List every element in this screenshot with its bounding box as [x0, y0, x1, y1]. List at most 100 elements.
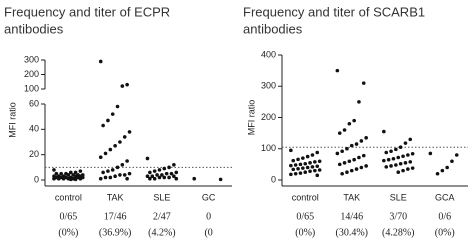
- dot: [313, 168, 317, 173]
- dot: [125, 176, 129, 181]
- dot: [110, 112, 115, 116]
- dot: [113, 174, 117, 178]
- dot: [78, 169, 83, 173]
- dot: [296, 166, 300, 171]
- dot: [167, 165, 171, 170]
- percent-label: (36.9%): [99, 227, 132, 238]
- y-tick-label: 0: [34, 174, 39, 184]
- x-tick-label: TAK: [107, 192, 124, 202]
- dot: [342, 161, 347, 165]
- dot: [384, 165, 389, 169]
- dot: [169, 171, 174, 176]
- dot: [106, 169, 110, 173]
- dot: [68, 170, 73, 175]
- dot: [315, 150, 320, 155]
- dot: [313, 160, 317, 164]
- dot: [310, 153, 315, 157]
- dot: [364, 164, 368, 168]
- dot: [150, 174, 155, 178]
- count-label: 17/46: [104, 211, 127, 222]
- dot: [357, 155, 361, 160]
- dot: [298, 171, 303, 175]
- dot: [394, 147, 398, 152]
- count-label: 0: [206, 211, 211, 222]
- dot: [410, 151, 415, 156]
- dot: [352, 118, 356, 123]
- dot: [52, 168, 56, 172]
- percent-label: (0%): [295, 227, 315, 238]
- dot: [148, 170, 152, 175]
- dot: [301, 166, 305, 170]
- dot: [127, 130, 132, 134]
- dot: [103, 175, 108, 180]
- y-tick-label: 100: [24, 83, 39, 93]
- dot: [172, 174, 176, 178]
- dot: [291, 167, 296, 172]
- dot: [435, 171, 440, 176]
- dot: [152, 169, 157, 173]
- y-tick-label: 300: [24, 54, 39, 64]
- dot: [347, 121, 352, 126]
- dot: [118, 173, 122, 177]
- dot: [384, 150, 389, 155]
- dot: [317, 168, 322, 172]
- dot: [337, 131, 342, 135]
- dot: [428, 151, 433, 156]
- dot: [145, 174, 150, 178]
- dot: [68, 177, 73, 182]
- dot: [289, 172, 293, 177]
- dot: [364, 136, 368, 140]
- count-label: 2/47: [153, 211, 171, 222]
- y-tick-label: 400: [261, 49, 276, 59]
- dot: [382, 129, 386, 134]
- x-tick-label: SLE: [390, 192, 407, 202]
- dot: [345, 146, 349, 151]
- dot: [315, 173, 320, 178]
- y-axis-label: MFI ratio: [246, 100, 256, 136]
- x-tick-label: TAK: [343, 192, 360, 202]
- dot: [408, 137, 413, 142]
- x-tick-label: SLE: [153, 192, 170, 202]
- dot: [103, 151, 108, 156]
- dot: [342, 128, 347, 132]
- count-label: 0/65: [296, 211, 314, 222]
- dot: [340, 149, 344, 154]
- dot: [148, 176, 152, 181]
- dot: [289, 148, 293, 153]
- dot: [386, 157, 391, 162]
- y-tick-label: 300: [261, 81, 276, 91]
- chart-title: Frequency and titer of SCARB1: [243, 4, 425, 19]
- percent-label: (0%): [58, 227, 78, 238]
- dot: [335, 151, 340, 156]
- percent-label: (0%): [435, 227, 455, 238]
- x-tick-label: GC: [202, 192, 216, 202]
- y-axis-label: MFI ratio: [7, 102, 17, 138]
- dot: [406, 153, 410, 157]
- dot: [354, 142, 359, 146]
- dot: [101, 170, 105, 175]
- percent-label: (4.28%): [382, 227, 415, 238]
- percent-label: (4.2%): [148, 227, 176, 238]
- dot: [352, 157, 356, 162]
- y-tick-label: 40: [29, 124, 39, 134]
- dot: [164, 171, 169, 176]
- dot: [335, 68, 340, 73]
- dot: [52, 176, 56, 181]
- dot: [61, 176, 66, 181]
- dot: [349, 143, 354, 148]
- dot: [98, 176, 103, 181]
- count-label: 0/6: [438, 211, 451, 222]
- y-tick-label: 60: [29, 98, 39, 108]
- dot: [115, 165, 120, 170]
- dot: [361, 81, 366, 85]
- dot: [98, 59, 103, 64]
- dot: [308, 169, 312, 174]
- dot: [78, 176, 83, 181]
- dot: [155, 173, 159, 177]
- dot: [73, 177, 78, 182]
- y-tick-label: 200: [24, 69, 39, 79]
- dot: [389, 149, 393, 154]
- dot: [394, 163, 398, 167]
- dot: [396, 170, 401, 174]
- dot: [403, 161, 408, 165]
